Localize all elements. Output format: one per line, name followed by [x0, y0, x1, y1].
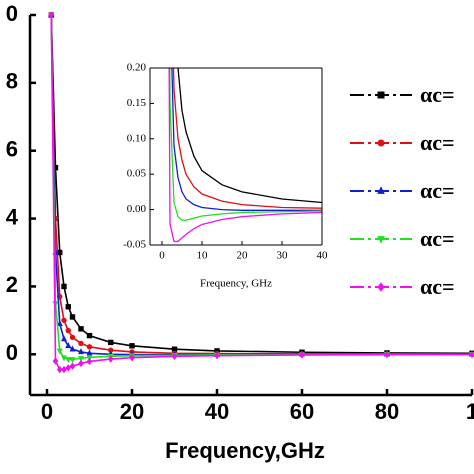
marker [69, 314, 76, 320]
marker [52, 357, 59, 365]
y-tick-label: 4 [6, 204, 19, 229]
marker [78, 326, 84, 332]
legend-marker [377, 186, 385, 194]
marker [69, 357, 76, 364]
legend-label: αc= [420, 226, 455, 251]
x-tick-label: 40 [205, 399, 229, 424]
marker [65, 357, 72, 364]
x-tick-label: 40 [317, 250, 329, 262]
marker [77, 356, 85, 363]
series-line [169, 68, 322, 221]
legend-label: αc= [420, 130, 455, 155]
series-line [171, 68, 322, 211]
marker [214, 351, 220, 360]
marker [56, 365, 63, 374]
legend-label: αc= [420, 82, 455, 107]
y-tick-label: 0.10 [127, 132, 147, 144]
legend-marker [377, 139, 385, 147]
series-line [168, 68, 322, 243]
marker [299, 351, 305, 359]
y-tick-label: 0 [6, 1, 18, 26]
x-tick-label: 0 [41, 399, 53, 424]
x-tick-label: 10 [197, 250, 209, 262]
marker [86, 357, 93, 366]
y-tick-label: 6 [6, 137, 18, 162]
legend-label: αc= [420, 274, 455, 299]
series-line [177, 68, 322, 204]
legend-marker [377, 282, 385, 292]
marker [107, 355, 114, 363]
inset-x-label: Frequency, GHz [200, 278, 272, 290]
marker [129, 343, 135, 349]
series-line [172, 68, 322, 209]
x-tick-label: 20 [120, 399, 144, 424]
legend-label: αc= [420, 178, 455, 203]
x-tick-label: 1 [466, 399, 474, 424]
x-tick-label: 30 [277, 250, 289, 262]
marker [61, 365, 67, 374]
marker [65, 304, 71, 310]
marker [78, 359, 84, 368]
marker [61, 283, 67, 290]
x-axis-label: Frequency,GHz [165, 438, 325, 463]
y-tick-label: 0 [6, 340, 18, 365]
plot-area [168, 68, 322, 243]
y-tick-label: 2 [6, 272, 18, 297]
inset-background [150, 68, 322, 245]
y-tick-label: 0.15 [127, 97, 147, 109]
y-tick-label: 0.20 [127, 62, 147, 74]
marker [56, 319, 63, 327]
marker [469, 350, 474, 359]
marker [65, 342, 72, 349]
x-tick-label: 0 [159, 250, 165, 262]
marker [69, 362, 76, 370]
marker [129, 353, 135, 362]
marker [56, 348, 63, 355]
marker [69, 334, 76, 341]
legend-marker [377, 91, 385, 99]
x-tick-label: 60 [290, 399, 314, 424]
marker [61, 317, 67, 324]
x-tick-label: 80 [375, 399, 399, 424]
y-tick-label: -0.05 [123, 239, 146, 251]
plot-area [48, 11, 474, 374]
marker [86, 344, 93, 350]
marker [65, 327, 71, 334]
marker [69, 345, 76, 352]
marker [78, 340, 84, 347]
marker [171, 352, 178, 361]
marker [86, 332, 93, 339]
marker [384, 350, 390, 359]
y-tick-label: 0.00 [127, 203, 147, 215]
y-tick-label: 0.05 [127, 168, 147, 180]
marker [65, 364, 72, 372]
marker [86, 349, 93, 356]
y-tick-label: 8 [6, 69, 18, 94]
marker [48, 11, 55, 19]
x-tick-label: 20 [237, 250, 249, 262]
marker [60, 355, 68, 362]
marker [77, 348, 85, 355]
marker [108, 339, 114, 346]
marker [60, 335, 68, 342]
legend-marker [377, 236, 385, 244]
